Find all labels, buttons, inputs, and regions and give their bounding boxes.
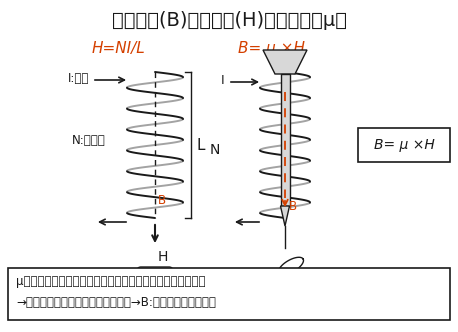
- Text: B: B: [158, 194, 166, 207]
- Text: μの大きい鉄芯をコイルの中に入れるとクリップがくっつく: μの大きい鉄芯をコイルの中に入れるとクリップがくっつく: [16, 276, 206, 289]
- Text: B= μ ×H: B= μ ×H: [374, 138, 434, 152]
- Polygon shape: [278, 257, 304, 275]
- Text: I: I: [220, 73, 224, 87]
- Text: H=NI/L: H=NI/L: [91, 41, 145, 55]
- Text: B: B: [289, 200, 297, 212]
- Text: L: L: [196, 137, 205, 152]
- FancyBboxPatch shape: [137, 267, 173, 285]
- Text: B= μ ×H: B= μ ×H: [239, 41, 305, 55]
- Text: H: H: [158, 250, 169, 264]
- Polygon shape: [280, 206, 289, 226]
- Bar: [8, 268, 450, 320]
- Bar: [358, 128, 450, 162]
- Text: I:電流: I:電流: [68, 71, 89, 85]
- Text: N:巻線数: N:巻線数: [72, 133, 106, 146]
- Bar: [280, 74, 289, 206]
- Polygon shape: [263, 50, 307, 74]
- Text: N: N: [210, 143, 220, 157]
- Text: 磁束密度(B)と磁化力(H)と透磁率（μ）: 磁束密度(B)と磁化力(H)と透磁率（μ）: [111, 11, 347, 30]
- Text: →電磁石：くぎ（鉄）が磁石になる→B:磁化されやすい指標: →電磁石：くぎ（鉄）が磁石になる→B:磁化されやすい指標: [16, 295, 216, 308]
